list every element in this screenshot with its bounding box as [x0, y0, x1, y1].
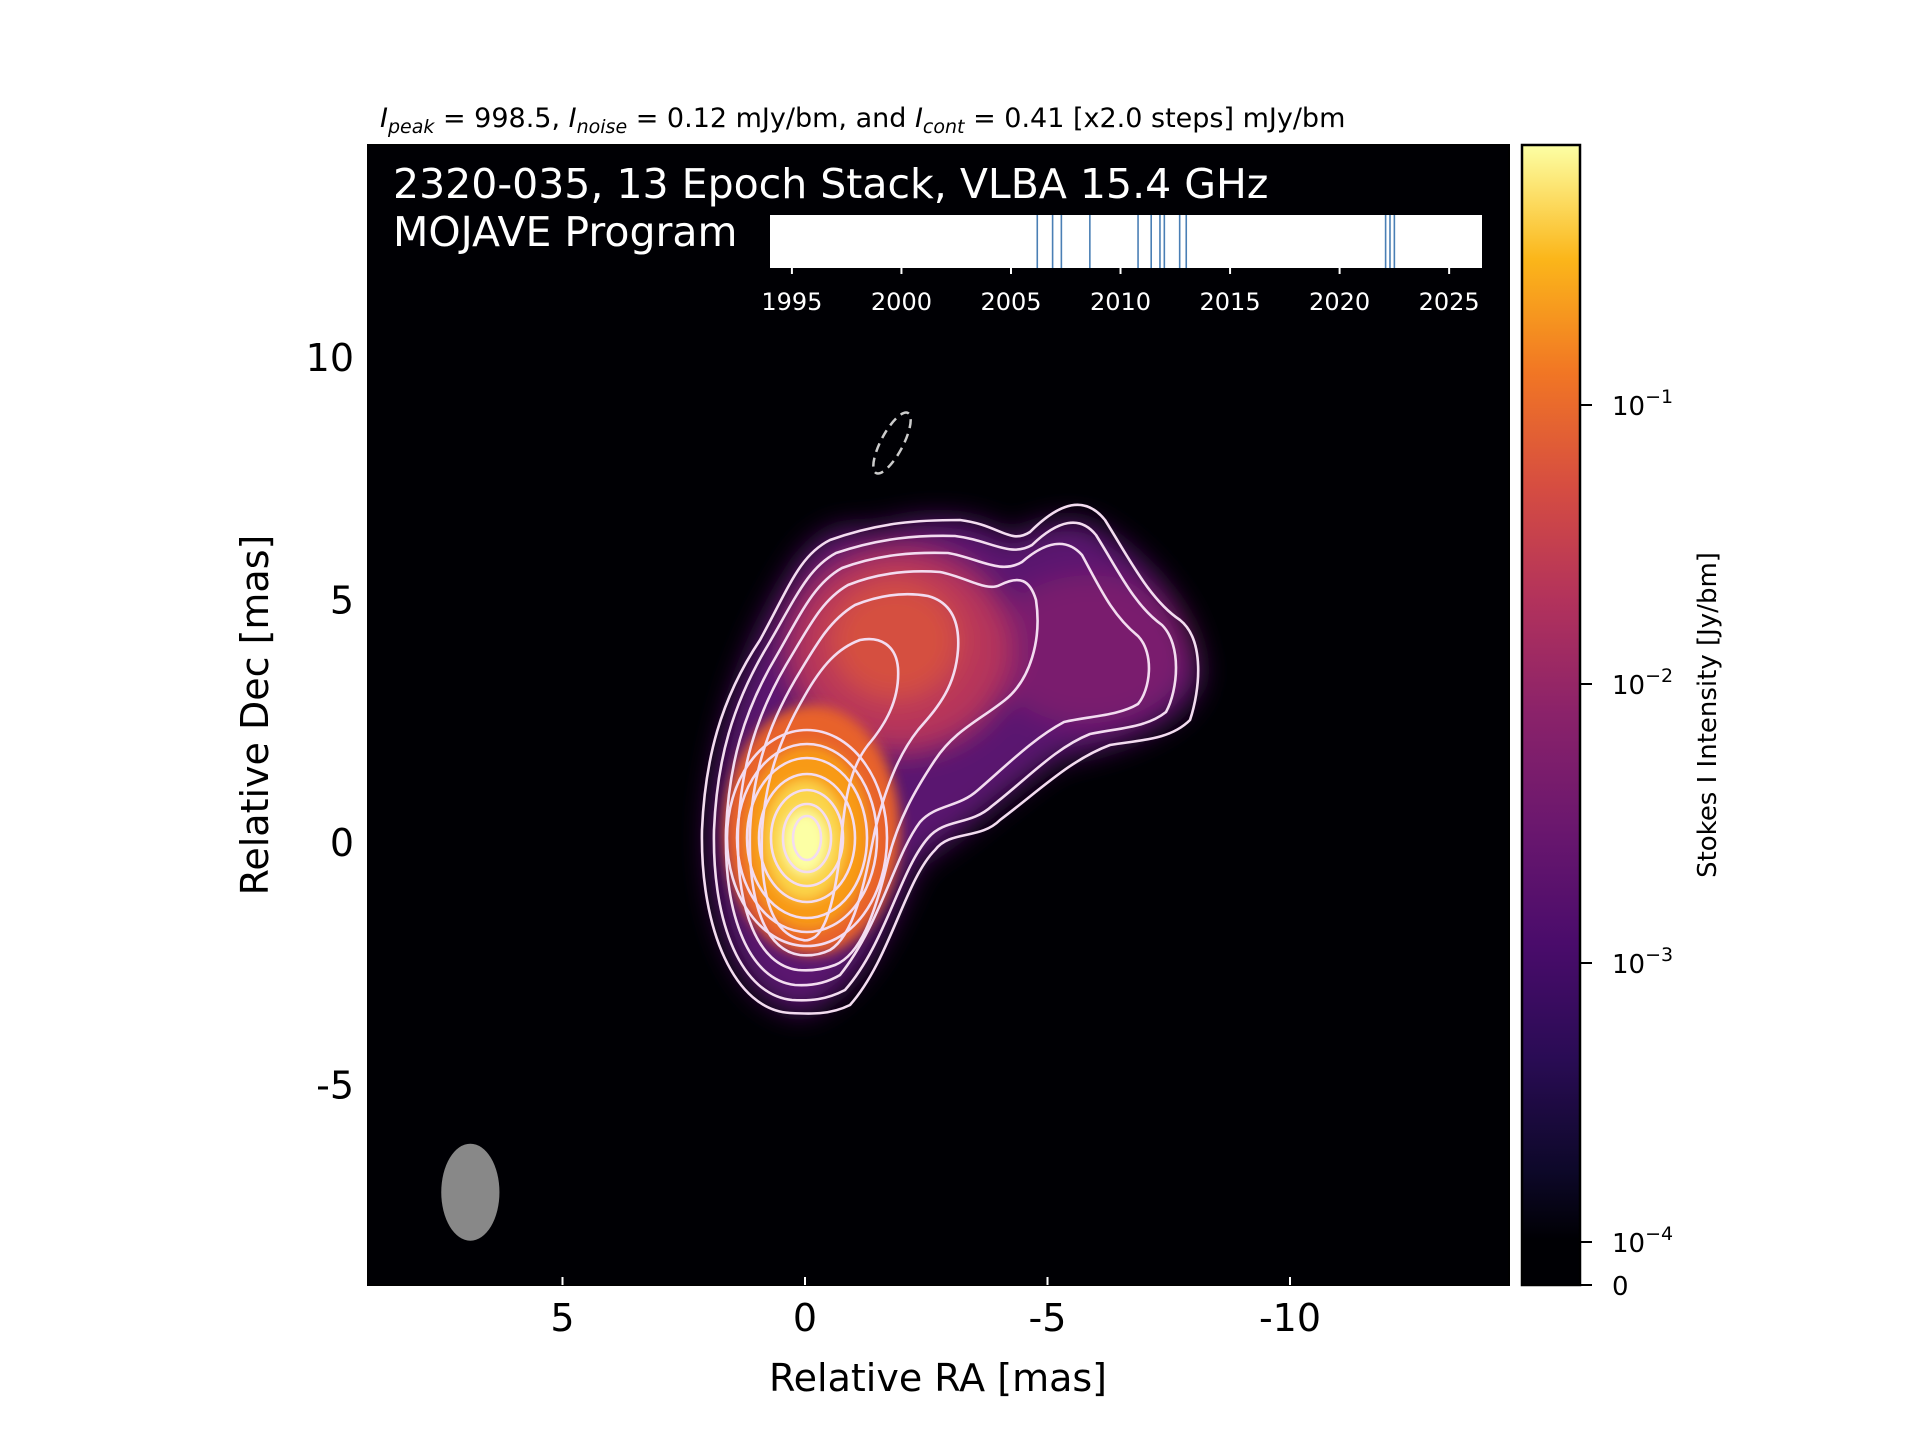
x-tick-label: 0: [793, 1296, 817, 1340]
header-noise-line: Ipeak = 998.5, Inoise = 0.12 mJy/bm, and…: [380, 103, 1345, 138]
epoch-timeline: 1995 2000 2005 2010 2015 2020 2025: [761, 215, 1482, 316]
y-tick-label: 10: [306, 336, 354, 380]
y-tick-label: -5: [316, 1064, 354, 1108]
colorbar-gradient: [1522, 145, 1580, 1285]
contour-core-3: [745, 756, 869, 920]
contour-level-5: [748, 593, 960, 957]
timeline-tick-label: 2020: [1309, 288, 1370, 316]
contour-level-3: [724, 542, 1151, 987]
map-title-line1: 2320-035, 13 Epoch Stack, VLBA 15.4 GHz: [393, 160, 1268, 208]
timeline-tick-label: 2025: [1419, 288, 1480, 316]
inner-jet-bright: [830, 580, 960, 700]
x-tick-label: -5: [1029, 1296, 1067, 1340]
map-title-line2: MOJAVE Program: [393, 208, 737, 256]
y-axis: 10 5 0 -5: [306, 336, 354, 1108]
intensity-map: 2320-035, 13 Epoch Stack, VLBA 15.4 GHz …: [367, 144, 1510, 1286]
contour-core-4: [757, 772, 857, 904]
colorbar: 10−1 10−2 10−3 10−4 0 Stokes I Intensity [Jy…: [1520, 143, 1723, 1302]
contour-level-1: [700, 503, 1200, 1015]
contour-core-7: [791, 814, 823, 862]
timeline-tick-label: 2015: [1200, 288, 1261, 316]
y-tick-label: 0: [330, 821, 354, 865]
colorbar-label: Stokes I Intensity [Jy/bm]: [1693, 552, 1723, 878]
x-tick-label: -10: [1259, 1296, 1321, 1340]
colorbar-tick-label: 10−4: [1612, 1223, 1673, 1259]
colorbar-tick-label: 10−3: [1612, 944, 1673, 980]
x-axis-label: Relative RA [mas]: [769, 1356, 1107, 1400]
beam-ellipse: [441, 1143, 500, 1241]
timeline-tick-label: 2005: [980, 288, 1041, 316]
x-tick-label: 5: [550, 1296, 574, 1340]
y-tick-label: 5: [330, 579, 354, 623]
contour-lines: [700, 411, 1200, 1015]
contour-core-2: [735, 742, 879, 934]
timeline-tick-label: 2000: [871, 288, 932, 316]
colorbar-tick-label: 10−2: [1612, 665, 1673, 701]
contour-core-5: [769, 788, 845, 888]
timeline-tick-label: 2010: [1090, 288, 1151, 316]
y-axis-label: Relative Dec [mas]: [233, 535, 277, 896]
contour-level-6: [760, 637, 900, 942]
contour-level-2: [712, 521, 1178, 1002]
contour-core-1: [725, 728, 889, 948]
timeline-tick-label: 1995: [761, 288, 822, 316]
contour-level-4: [736, 570, 1039, 972]
beam-shape: [441, 1143, 500, 1241]
outer-jet-blob: [990, 575, 1190, 725]
colorbar-frame: [1520, 143, 1582, 1287]
map-frame: [367, 144, 1510, 1286]
colorbar-tick-label: 0: [1612, 1272, 1629, 1302]
colorbar-ticks: 10−1 10−2 10−3 10−4 0: [1580, 386, 1673, 1302]
timeline-box: [770, 215, 1482, 268]
x-axis: 5 0 -5 -10: [550, 1277, 1321, 1340]
contour-core-6: [781, 802, 833, 874]
negative-contour: [872, 411, 912, 475]
colorbar-tick-label: 10−1: [1612, 386, 1673, 422]
